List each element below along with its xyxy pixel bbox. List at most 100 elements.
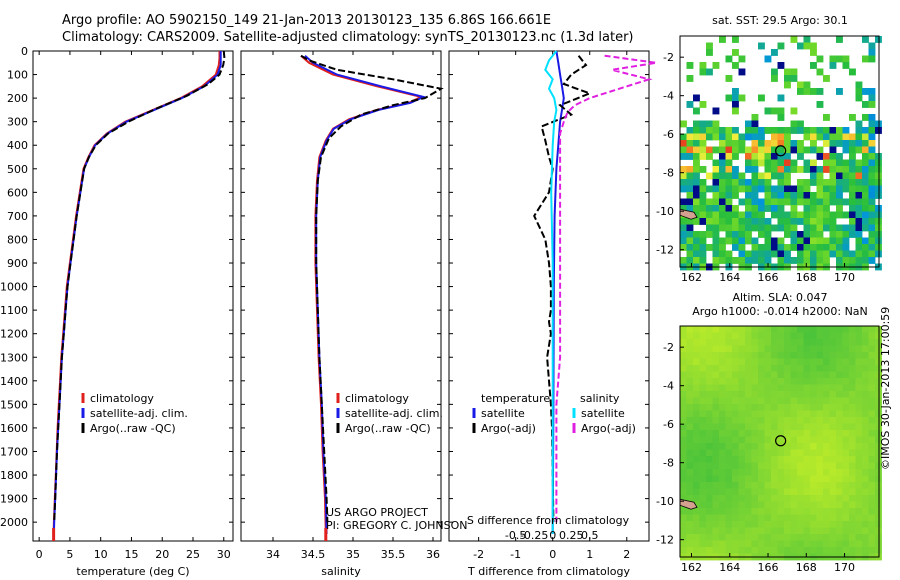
sla-map-grid-cell [862,352,869,359]
sla-map-grid-cell [712,501,720,509]
sla-map-grid-cell [725,410,733,418]
sst-map-grid-cell [790,224,798,232]
sla-map-grid-cell [823,391,830,398]
sst-map-grid-cell [855,140,863,147]
sst-map-grid-cell [810,231,817,238]
sla-map-grid-cell [686,365,694,372]
sst-map-grid-cell [680,166,687,173]
sla-map-grid-cell [699,514,707,522]
sla-map-grid-cell [849,391,856,398]
sst-map-grid-cell [680,140,687,147]
sla-map-grid-cell [686,384,694,392]
sla-map-grid-cell [725,423,733,431]
sla-map-grid-cell [823,417,830,424]
sla-map-grid-cell [875,358,882,366]
sla-map-grid-cell [868,482,876,489]
sla-map-grid-cell [706,378,713,385]
sla-map-grid-cell [745,365,752,372]
sst-map-grid-cell [875,237,882,245]
sst-map-grid-cell [849,140,856,147]
sst-map-grid-cell [712,172,720,180]
sla-map-grid-cell [693,508,700,515]
sst-map-grid-cell [758,133,765,141]
sla-map-grid-cell [771,534,778,541]
sst-map-grid-cell [823,127,830,134]
sla-map-grid-cell [816,371,824,379]
sst-map-grid-cell [868,101,876,108]
sst-map-grid-cell [693,205,700,212]
sla-map-grid-cell [862,495,869,502]
sla-map-grid-cell [738,501,746,509]
sst-map-grid-cell [732,36,739,43]
sla-map-grid-cell [686,352,694,359]
sla-map-grid-cell [849,462,856,470]
sla-map-grid-cell [784,488,791,496]
sla-map-grid-cell [810,352,817,359]
sst-map-grid-cell [862,88,869,95]
sla-map-grid-cell [849,469,856,476]
sla-map-grid-cell [829,358,837,366]
sst-map-grid-cell [751,250,759,258]
sst-map-grid-cell [868,192,876,199]
sst-map-grid-cell [823,153,830,160]
sla-map-grid-cell [706,417,713,424]
sst-map-grid-cell [686,133,694,141]
sst-map-grid-cell [868,159,876,167]
sla-map-grid-cell [836,404,843,411]
sst-map-grid-cell [745,185,752,193]
sla-map-grid-cell [686,436,694,444]
sst-map-grid-cell [732,88,739,95]
sst-map-grid-cell [803,237,811,245]
sst-map-grid-cell [686,250,694,258]
sla-map-grid-cell [868,547,876,554]
sst-map-grid-cell [693,166,700,173]
sla-map-grid-cell [706,345,713,353]
sla-map-grid-cell [719,462,726,470]
sst-map-grid-cell [758,231,765,238]
sst-map-grid-cell [693,153,700,160]
sla-map-grid-cell [712,410,720,418]
sst-map-grid-cell [797,42,804,50]
sla-map-grid-cell [836,456,843,463]
sla-map-grid-cell [797,514,804,522]
sla-map-grid-cell [823,527,830,535]
sla-map-grid-cell [725,488,733,496]
sst-map-grid-cell [784,140,791,147]
sla-map-grid-cell [686,456,694,463]
temperature-x-tick-label: 15 [124,548,138,561]
sla-map-grid-cell [738,462,746,470]
sla-map-grid-cell [803,462,811,470]
sla-map-grid-cell [836,352,843,359]
sst-map-grid-cell [725,127,733,134]
sst-map-grid-cell [803,244,811,251]
sla-map-grid-cell [719,443,726,450]
sla-map-grid-cell [829,482,837,489]
sla-map-grid-cell [719,352,726,359]
sst-map-grid-cell [803,211,811,219]
sla-map-grid-cell [719,404,726,411]
sla-map-grid-cell [680,423,687,431]
sst-map-grid-cell [816,257,824,264]
sla-map-grid-cell [836,339,843,346]
sla-map-grid-cell [751,391,759,398]
sla-map-grid-cell [745,345,752,353]
depth-tick-label: 1600 [0,422,28,435]
sla-map-grid-cell [875,352,882,359]
sst-map-grid-cell [738,198,746,206]
sla-map-grid-cell [803,345,811,353]
sla-map-grid-cell [771,332,778,340]
sla-map-grid-cell [868,358,876,366]
sla-map-grid-cell [699,521,707,528]
sst-map-grid-cell [836,133,843,141]
sst-map-grid-cell [738,244,746,251]
sst-map-grid-cell [829,231,837,238]
sla-map-grid-cell [875,384,882,392]
sla-map-grid-cell [764,514,772,522]
sla-map-grid-cell [777,384,785,392]
sst-map-grid-cell [725,185,733,193]
sla-map-grid-cell [810,534,817,541]
sla-map-grid-cell [810,378,817,385]
sla-map-grid-cell [784,404,791,411]
sla-map-grid-cell [771,423,778,431]
sst-map-grid-cell [875,159,882,167]
